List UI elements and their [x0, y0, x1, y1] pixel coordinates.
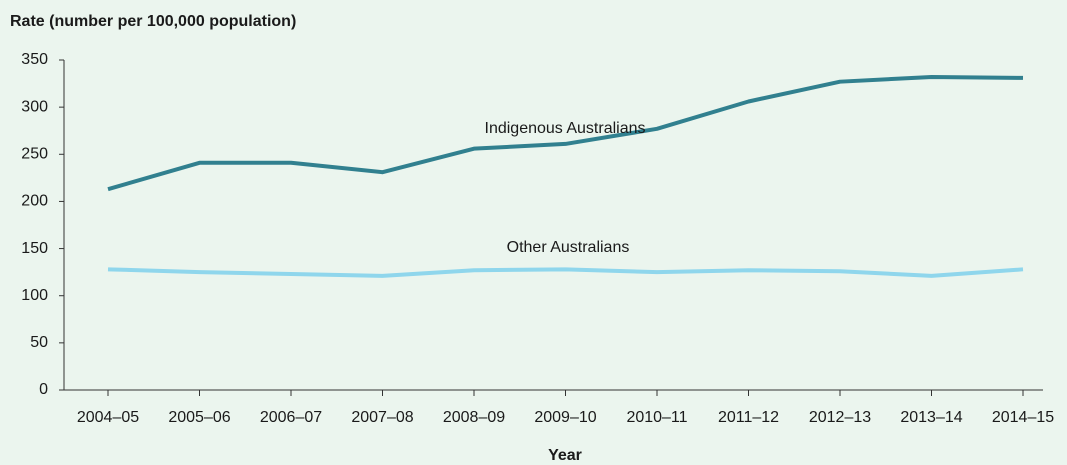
series-line: [107, 74, 1024, 192]
x-tick-label: 2009–10: [534, 409, 596, 426]
y-tick-label: 250: [21, 146, 48, 163]
x-tick-label: 2006–07: [260, 409, 322, 426]
x-tick-label: 2010–11: [626, 409, 687, 426]
x-tick-label: 2012–13: [809, 409, 871, 426]
x-tick-label: 2014–15: [992, 409, 1054, 426]
y-tick-label: 300: [21, 98, 48, 115]
x-tick-label: 2011–12: [718, 409, 779, 426]
x-tick-label: 2013–14: [900, 409, 962, 426]
y-tick-label: 150: [21, 240, 48, 257]
x-tick-label: 2008–09: [443, 409, 505, 426]
y-tick-label: 50: [30, 334, 48, 351]
y-tick-label: 350: [21, 51, 48, 68]
y-axis-title: Rate (number per 100,000 population): [10, 13, 296, 30]
x-tick-label: 2007–08: [351, 409, 413, 426]
series-line: [107, 267, 1024, 278]
x-axis-title: Year: [548, 447, 582, 464]
y-tick-label: 0: [39, 381, 48, 398]
x-tick-label: 2005–06: [168, 409, 230, 426]
x-tick-label: 2004–05: [77, 409, 139, 426]
series-label: Indigenous Australians: [485, 120, 646, 137]
y-tick-label: 200: [21, 193, 48, 210]
y-tick-label: 100: [21, 287, 48, 304]
series-label: Other Australians: [507, 239, 630, 256]
